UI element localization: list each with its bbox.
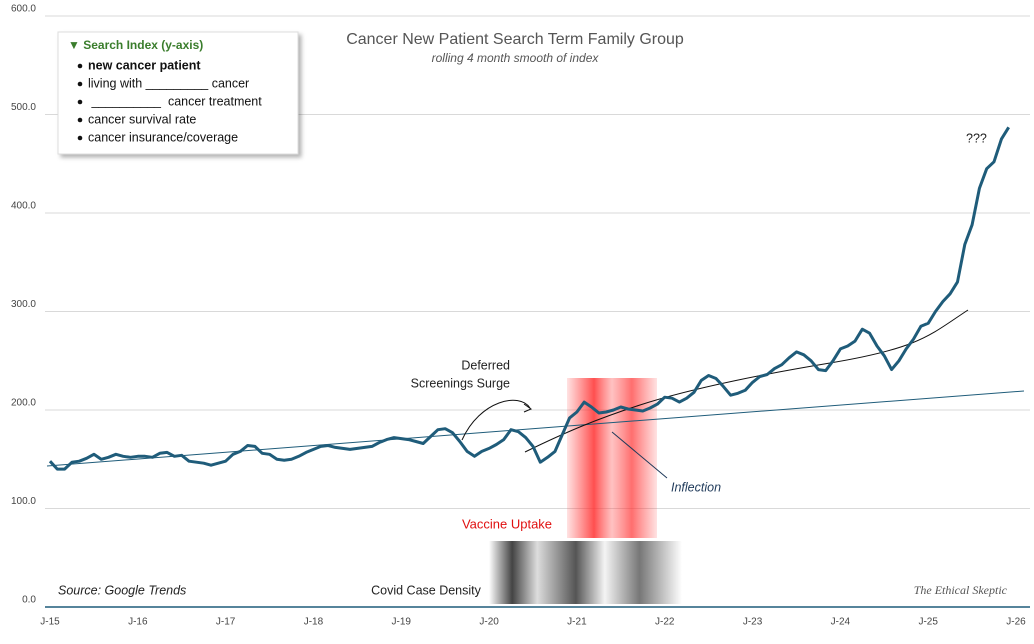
chart-subtitle: rolling 4 month smooth of index <box>432 51 600 65</box>
covid-density-band <box>489 541 682 604</box>
y-tick-label: 500.0 <box>11 102 36 113</box>
bullet <box>77 117 83 123</box>
brand: The Ethical Skeptic <box>914 583 1008 597</box>
x-tick-label: J-19 <box>392 617 412 628</box>
x-tick-label: J-25 <box>918 617 938 628</box>
annotation: Screenings Surge <box>411 376 510 390</box>
bullet <box>77 63 83 69</box>
bullet <box>77 135 83 141</box>
legend-box <box>57 31 299 155</box>
x-tick-label: J-23 <box>743 617 763 628</box>
annotation: Inflection <box>671 480 721 494</box>
y-tick-label: 200.0 <box>11 398 36 409</box>
x-tick-label: J-22 <box>655 617 675 628</box>
x-tick-label: J-17 <box>216 617 236 628</box>
legend-title: ▼ Search Index (y-axis) <box>68 38 203 52</box>
x-tick-label: J-15 <box>40 617 60 628</box>
linear-trend <box>46 390 1025 467</box>
y-tick-label: 600.0 <box>11 4 36 15</box>
data-line <box>48 126 1010 471</box>
legend-item: living with _________ cancer <box>88 76 249 90</box>
legend-item: __________ cancer treatment <box>88 94 262 108</box>
annotation: Vaccine Uptake <box>462 516 552 531</box>
y-tick-label: 300.0 <box>11 299 36 310</box>
x-tick-label: J-16 <box>128 617 148 628</box>
x-tick-label: J-18 <box>304 617 324 628</box>
legend-item: cancer insurance/coverage <box>88 130 238 144</box>
annotation: ??? <box>966 131 987 145</box>
inflection-pointer <box>611 431 668 479</box>
plot <box>48 126 1010 471</box>
bullet <box>77 99 83 105</box>
legend-item: new cancer patient <box>88 58 201 72</box>
legend-item: cancer survival rate <box>88 112 196 126</box>
annotation: Covid Case Density <box>371 583 482 597</box>
chart-title: Cancer New Patient Search Term Family Gr… <box>346 31 684 48</box>
x-tick-label: J-24 <box>831 617 851 628</box>
curve-trend <box>524 309 969 453</box>
legend-items: new cancer patient living with _________… <box>77 58 262 144</box>
y-tick-label: 100.0 <box>11 496 36 507</box>
arrow-head <box>523 403 533 413</box>
annotation: Deferred <box>461 358 510 372</box>
source: Source: Google Trends <box>58 583 186 597</box>
x-tick-label: J-20 <box>479 617 499 628</box>
bullet <box>77 81 83 87</box>
y-tick-label: 0.0 <box>22 595 36 606</box>
y-tick-label: 400.0 <box>11 201 36 212</box>
annotation-arrow <box>461 399 531 441</box>
x-tick-label: J-26 <box>1006 617 1026 628</box>
x-tick-label: J-21 <box>567 617 587 628</box>
